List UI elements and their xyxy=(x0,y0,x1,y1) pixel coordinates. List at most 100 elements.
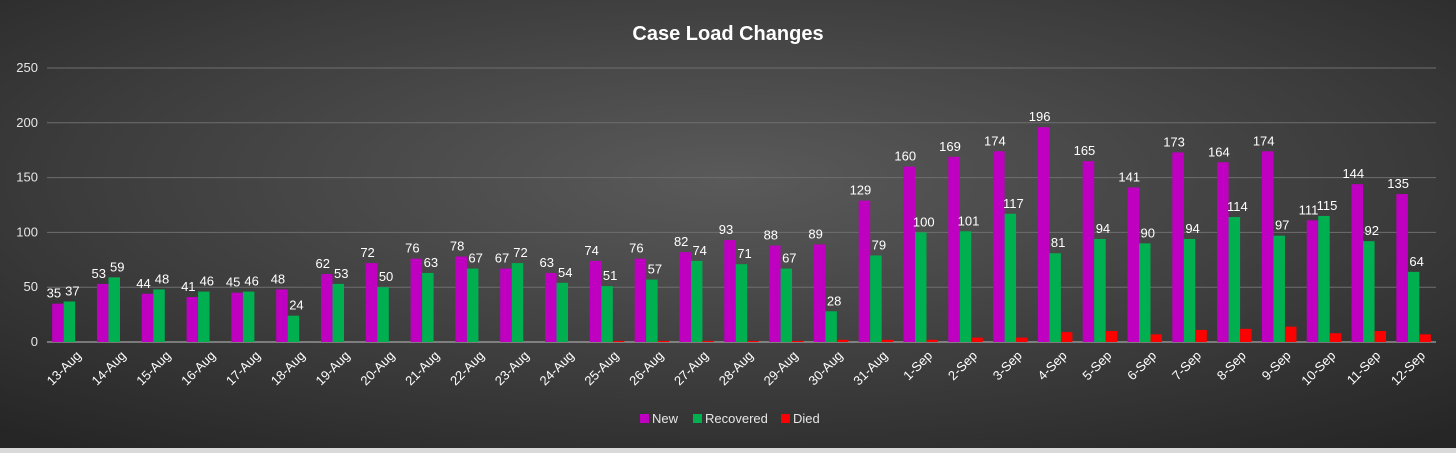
y-tick-label: 150 xyxy=(16,170,38,185)
data-label-recovered: 24 xyxy=(289,298,303,313)
data-label-new: 74 xyxy=(584,243,598,258)
bar-died xyxy=(1284,326,1297,342)
bar-recovered xyxy=(1183,238,1196,342)
data-label-new: 88 xyxy=(764,228,778,243)
bar-new xyxy=(1396,194,1408,342)
data-label-recovered: 97 xyxy=(1275,218,1289,233)
bar-died xyxy=(1419,334,1431,342)
data-label-recovered: 67 xyxy=(468,251,482,266)
bar-recovered xyxy=(914,232,927,342)
bar-new xyxy=(1306,220,1319,342)
data-label-recovered: 37 xyxy=(65,283,79,298)
bar-recovered xyxy=(601,286,613,342)
data-label-recovered: 72 xyxy=(513,245,527,260)
bar-recovered xyxy=(198,291,210,342)
bar-new xyxy=(276,289,288,342)
data-label-recovered: 64 xyxy=(1409,254,1423,269)
bar-died xyxy=(881,339,894,342)
bar-recovered xyxy=(870,255,882,342)
bar-recovered xyxy=(511,263,524,342)
data-label-recovered: 28 xyxy=(827,293,841,308)
data-label-recovered: 101 xyxy=(958,213,980,228)
data-label-new: 35 xyxy=(47,286,61,301)
data-label-new: 72 xyxy=(360,245,374,260)
bar-died xyxy=(1060,332,1073,342)
bar-died xyxy=(792,340,804,342)
data-label-new: 165 xyxy=(1074,143,1096,158)
data-label-new: 173 xyxy=(1163,134,1185,149)
bar-died xyxy=(747,340,759,342)
data-label-new: 144 xyxy=(1342,166,1364,181)
bar-recovered xyxy=(422,272,434,342)
bar-new xyxy=(1261,151,1274,342)
y-tick-label: 50 xyxy=(24,279,38,294)
bar-died xyxy=(926,339,938,342)
legend-label-died: Died xyxy=(793,411,820,426)
data-label-recovered: 114 xyxy=(1227,199,1248,214)
bar-new xyxy=(589,260,602,342)
data-label-recovered: 46 xyxy=(200,274,214,289)
bar-new xyxy=(545,272,557,342)
data-label-new: 111 xyxy=(1299,202,1319,217)
data-label-recovered: 50 xyxy=(379,269,393,284)
data-label-new: 169 xyxy=(939,139,961,154)
bar-recovered xyxy=(153,289,165,342)
bar-died xyxy=(971,337,983,342)
bar-died xyxy=(836,339,849,342)
bar-new xyxy=(410,258,423,342)
bar-recovered xyxy=(466,268,479,342)
data-labels: 35 53 44 41 45 48 62 72 76 78 67 63 74 76 82 93 88 89 129 1… xyxy=(47,109,1424,313)
bar-new xyxy=(1082,161,1095,342)
bar-died xyxy=(657,340,670,342)
data-label-new: 62 xyxy=(316,256,330,271)
bar-recovered xyxy=(242,291,255,342)
bar-died xyxy=(1016,337,1028,342)
chart-title: Case Load Changes xyxy=(632,23,823,45)
bar-recovered xyxy=(63,301,76,342)
data-label-new: 196 xyxy=(1029,109,1051,124)
data-label-recovered: 48 xyxy=(155,271,169,286)
bar-new xyxy=(455,256,467,342)
bar-new xyxy=(858,200,871,342)
bar-recovered xyxy=(1139,243,1151,342)
bar-died xyxy=(1374,331,1387,342)
data-label-recovered: 92 xyxy=(1365,223,1379,238)
legend-label-recovered: Recovered xyxy=(705,411,768,426)
data-label-new: 160 xyxy=(894,149,916,164)
bar-recovered xyxy=(1049,253,1061,342)
data-label-recovered: 59 xyxy=(110,259,124,274)
data-label-new: 76 xyxy=(629,241,643,256)
bar-new xyxy=(500,268,512,342)
legend: New Recovered Died xyxy=(640,411,820,426)
bar-recovered xyxy=(1228,217,1241,342)
bar-new xyxy=(52,303,64,342)
bar-new xyxy=(186,297,199,342)
legend-label-new: New xyxy=(652,411,679,426)
bar-died xyxy=(702,340,714,342)
bar-recovered xyxy=(1004,213,1017,342)
bar-new xyxy=(1217,162,1229,342)
data-label-new: 41 xyxy=(181,279,195,294)
data-label-new: 53 xyxy=(91,266,105,281)
data-label-recovered: 57 xyxy=(648,262,662,277)
bar-new xyxy=(141,293,154,342)
data-label-new: 67 xyxy=(495,251,509,266)
bar-recovered xyxy=(556,282,569,342)
data-label-recovered: 79 xyxy=(872,237,886,252)
bar-recovered xyxy=(780,268,793,342)
bar-recovered xyxy=(959,231,972,342)
data-label-new: 78 xyxy=(450,239,464,254)
data-label-recovered: 81 xyxy=(1051,235,1065,250)
y-tick-label: 0 xyxy=(31,334,38,349)
bar-recovered xyxy=(735,264,748,342)
bar-new xyxy=(96,283,109,342)
bar-recovered xyxy=(1094,238,1106,342)
y-tick-label: 100 xyxy=(16,224,38,239)
bar-died xyxy=(1329,333,1342,342)
bar-recovered xyxy=(1407,271,1420,342)
data-label-new: 164 xyxy=(1208,144,1230,159)
data-label-recovered: 71 xyxy=(737,246,751,261)
